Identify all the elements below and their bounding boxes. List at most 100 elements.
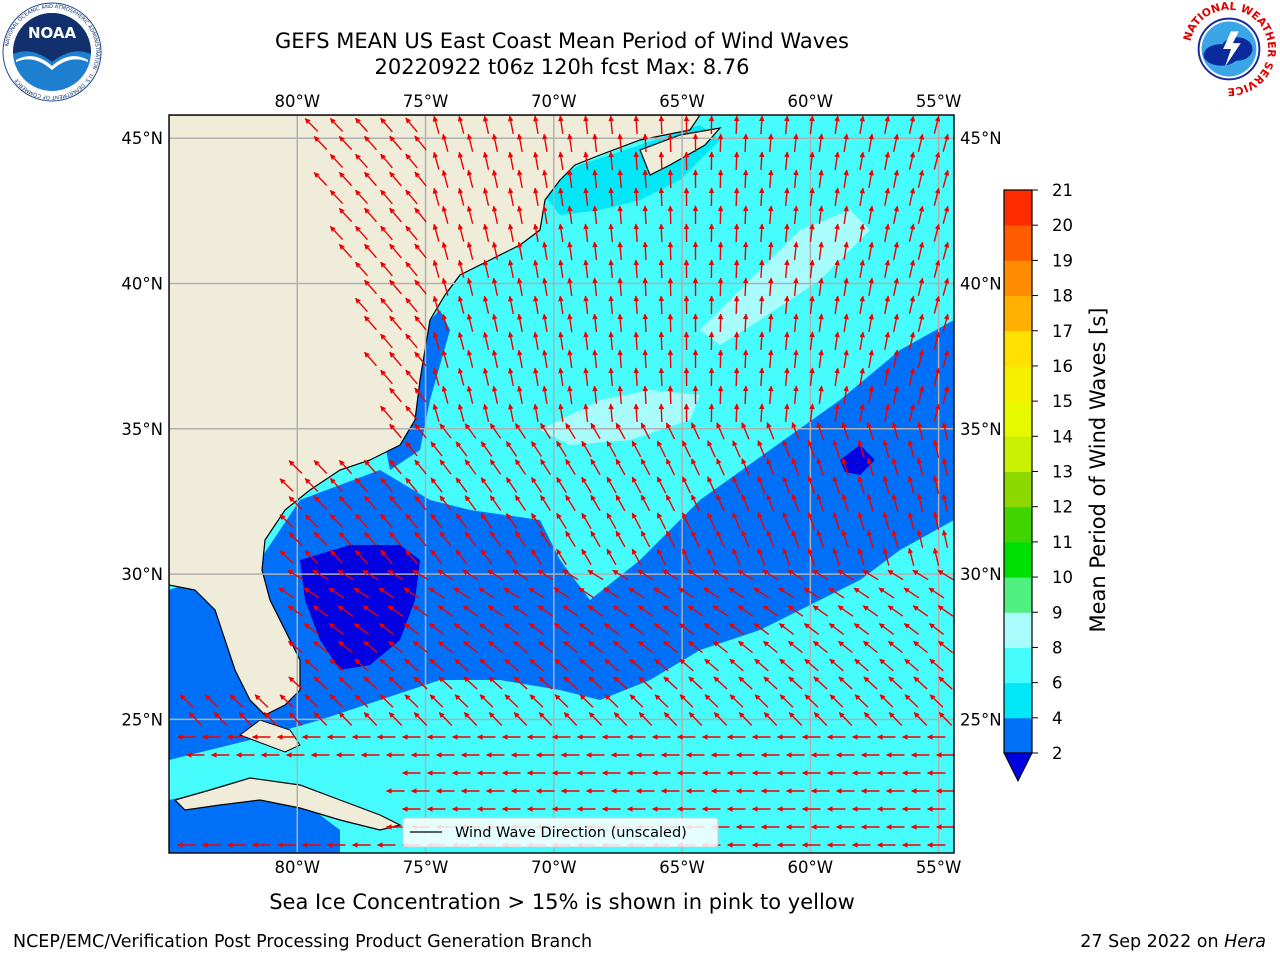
wave-direction-arrow [583,403,589,423]
wave-direction-arrow [362,605,379,617]
wave-direction-arrow [480,441,493,457]
wave-direction-arrow [567,349,573,369]
wave-direction-arrow [414,423,427,439]
colorbar-tick-label: 20 [1052,216,1073,235]
wave-direction-arrow [558,115,564,135]
wave-direction-arrow [629,694,644,708]
lon-label-bottom: 75°W [403,858,449,877]
wave-direction-arrow [364,351,377,367]
noaa-logo-icon: NOAA NATIONAL OCEANIC AND ATMOSPHERIC AD… [2,2,102,102]
wave-direction-arrow [691,458,700,476]
wave-direction-arrow [329,513,344,529]
wave-direction-arrow [438,712,453,726]
wave-direction-arrow [866,493,874,512]
wave-direction-arrow [441,133,449,152]
wave-direction-arrow [793,313,799,333]
wave-direction-arrow [837,605,854,617]
wave-direction-arrow [413,712,428,726]
wave-direction-arrow [437,605,454,617]
wave-direction-arrow [818,133,824,153]
wave-direction-arrow [678,623,695,635]
wave-direction-arrow [388,712,403,726]
wave-direction-arrow [863,712,878,726]
wave-direction-arrow [812,605,829,617]
wave-direction-arrow [504,658,519,672]
wave-direction-arrow [713,676,728,690]
wave-direction-arrow [565,422,576,440]
wave-direction-arrow [629,658,644,672]
wave-direction-arrow [916,493,924,512]
wave-direction-arrow [707,440,716,458]
wave-direction-arrow [553,587,570,599]
wave-direction-arrow [818,169,824,189]
wave-direction-arrow [787,605,804,617]
wave-direction-arrow [866,529,874,548]
wave-period-fill [169,125,954,853]
wave-direction-arrow [528,623,545,635]
colorbar-segment [1004,577,1032,613]
wave-direction-arrow [807,439,816,458]
wave-direction-arrow [809,151,815,171]
wave-direction-arrow [716,458,725,476]
wave-direction-arrow [778,587,795,599]
wave-direction-arrow [517,385,523,404]
wave-direction-arrow [565,530,576,548]
wave-direction-arrow [841,421,849,440]
wave-direction-arrow [565,458,576,476]
wave-direction-arrow [540,422,551,439]
wave-direction-arrow [904,694,919,708]
wave-direction-arrow [742,241,749,261]
wave-direction-arrow [432,331,440,350]
wave-direction-arrow [933,115,941,134]
wave-direction-arrow [834,115,840,135]
wave-direction-arrow [617,277,623,297]
wave-direction-arrow [642,133,649,153]
footer-host: Hera [1224,932,1266,952]
wave-direction-arrow [491,169,499,188]
wave-direction-arrow [882,439,890,458]
wave-direction-arrow [942,385,950,404]
wave-direction-arrow [414,315,427,331]
wave-direction-arrow [834,223,840,243]
wave-direction-arrow [488,640,503,654]
wave-direction-arrow [733,259,740,279]
wave-direction-arrow [592,169,598,189]
wave-direction-arrow [762,605,779,617]
colorbar-tick-label: 9 [1052,603,1063,622]
wave-direction-arrow [633,115,640,135]
wave-direction-arrow [782,476,791,494]
wave-direction-arrow [480,513,493,529]
wave-direction-arrow [729,658,744,672]
wave-direction-arrow [229,694,244,708]
wave-direction-arrow [488,676,503,690]
wave-direction-arrow [613,712,628,726]
wave-direction-arrow [441,385,449,404]
wave-direction-arrow [938,640,953,654]
wave-direction-arrow [818,241,824,261]
wave-direction-arrow [834,295,840,315]
wave-direction-arrow [742,277,749,297]
wave-direction-arrow [658,403,665,423]
wave-direction-arrow [441,349,449,368]
wave-direction-arrow [288,460,303,474]
wave-direction-arrow [691,494,700,512]
wave-direction-arrow [413,676,428,690]
wave-direction-arrow [329,694,344,708]
wave-direction-arrow [304,118,319,132]
wave-direction-arrow [583,115,589,135]
wave-direction-arrow [563,676,578,690]
wave-direction-arrow [633,259,640,279]
wave-direction-arrow [942,241,950,260]
wave-direction-arrow [888,712,903,726]
wave-direction-arrow [453,623,470,635]
wave-direction-arrow [916,457,924,476]
wave-direction-arrow [859,187,865,206]
wave-direction-arrow [313,676,328,690]
lat-label-right: 45°N [960,129,1002,148]
wave-direction-arrow [716,494,725,512]
wave-direction-arrow [530,512,543,529]
wave-direction-arrow [904,658,919,672]
wave-direction-arrow [862,569,879,581]
wave-direction-arrow [729,694,744,708]
wave-direction-arrow [380,117,393,133]
